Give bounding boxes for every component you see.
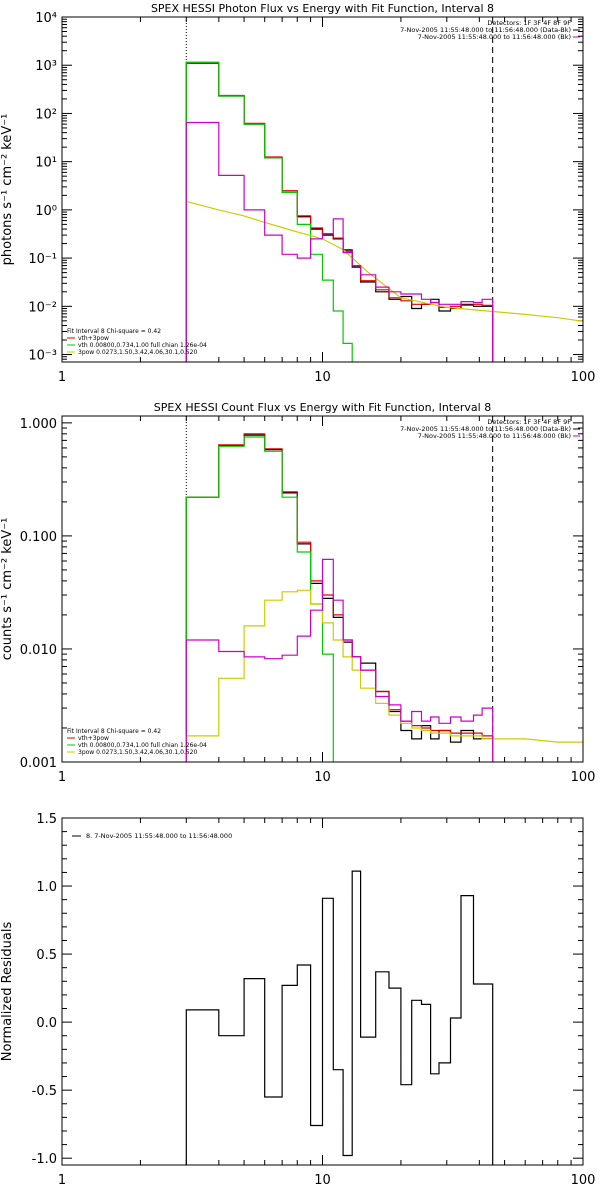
y-tick-label: 10⁻³: [28, 349, 57, 364]
data-series-line: [492, 738, 583, 743]
y-tick-label: 10⁴: [35, 11, 57, 26]
series-group: [185, 433, 583, 762]
y-tick-label: 0.100: [20, 530, 57, 545]
data-series-line: [185, 436, 334, 762]
y-axis-label: counts s⁻¹ cm⁻² keV⁻¹: [0, 518, 15, 661]
x-tick-label: 1: [58, 370, 66, 385]
legend-entry: Fit Interval 8 Chi-square = 0.42: [67, 328, 161, 335]
y-tick-label: 10²: [35, 107, 57, 122]
legend-entry: 7-Nov-2005 11:55:48.000 to 11:56:48.000 …: [400, 26, 571, 34]
legend-entry: vth 0.00800,0.734,1.00 full chian 1.26e-…: [78, 342, 207, 349]
x-tick-label: 1: [58, 1173, 66, 1188]
data-series-line: [185, 589, 494, 762]
residuals-panel: Normalized Residuals 1 10 100 -1.0 -0.5 0.0 0.5…: [0, 812, 595, 1188]
data-series-line: [185, 121, 494, 362]
y-tick-label: 10¹: [35, 156, 57, 171]
plot-frame: [61, 415, 584, 763]
data-series-line: [185, 870, 494, 1165]
data-series-line: [186, 200, 583, 322]
legend-entry: Fit Interval 8 Chi-square = 0.42: [67, 728, 161, 735]
x-tick-label: 100: [571, 1173, 596, 1188]
y-tick-label: 10³: [35, 59, 57, 74]
legend-entry: Detectors: 1F 3F 4F 8F 9F: [487, 19, 571, 27]
legend-entry: 7-Nov-2005 11:55:48.000 to 11:56:48.000 …: [418, 432, 571, 440]
legend-entry: vth+3pow: [78, 735, 109, 742]
y-tick-label: 1.0: [36, 880, 57, 895]
y-tick-label: -0.5: [32, 1084, 57, 1099]
legend-entry: vth+3pow: [78, 335, 109, 342]
plot-frame: [61, 817, 584, 1166]
photon-flux-panel: SPEX HESSI Photon Flux vs Energy with Fi…: [0, 2, 595, 385]
data-series-line: [185, 433, 494, 762]
x-tick-label: 10: [314, 770, 331, 785]
x-tick-label: 10: [314, 370, 331, 385]
legend-entry: 8. 7-Nov-2005 11:55:48.000 to 11:56:48.0…: [86, 832, 232, 840]
chart-title: SPEX HESSI Count Flux vs Energy with Fit…: [154, 401, 491, 414]
legend-entry: 3pow 0.0273,1.50,3.42,4.06,30.1,0.520: [78, 349, 197, 356]
y-tick-label: 0.001: [20, 756, 57, 771]
legend-entry: Detectors: 1F 3F 4F 8F 9F: [487, 418, 571, 426]
y-tick-label: 10⁻¹: [28, 252, 57, 267]
x-tick-label: 100: [571, 770, 596, 785]
legend-entry: 3pow 0.0273,1.50,3.42,4.06,30.1,0.520: [78, 749, 197, 756]
x-tick-label: 10: [314, 1173, 331, 1188]
x-tick-label: 1: [58, 770, 66, 785]
y-tick-label: 0.5: [36, 948, 57, 963]
plot-frame: [61, 16, 584, 363]
data-series-line: [185, 558, 494, 762]
y-tick-label: 10⁰: [35, 204, 57, 219]
y-tick-label: 0.0: [36, 1016, 57, 1031]
chart-title: SPEX HESSI Photon Flux vs Energy with Fi…: [151, 2, 494, 15]
y-tick-label: 1.5: [36, 812, 57, 827]
y-tick-label: 1.000: [20, 417, 57, 432]
legend-entry: 7-Nov-2005 11:55:48.000 to 11:56:48.000 …: [400, 425, 571, 433]
data-series-line: [185, 61, 353, 362]
series-group: [185, 870, 494, 1165]
y-tick-label: 0.010: [20, 643, 57, 658]
count-flux-panel: SPEX HESSI Count Flux vs Energy with Fit…: [0, 401, 595, 785]
series-group: [185, 61, 583, 362]
y-tick-label: 10⁻²: [28, 300, 57, 315]
legend-entry: 7-Nov-2005 11:55:48.000 to 11:56:48.000 …: [418, 33, 571, 41]
legend-entry: vth 0.00800,0.734,1.00 full chian 1.26e-…: [78, 742, 207, 749]
y-axis-label: Normalized Residuals: [0, 922, 15, 1062]
y-tick-label: -1.0: [32, 1152, 57, 1167]
y-axis-label: photons s⁻¹ cm⁻² keV⁻¹: [0, 114, 15, 266]
x-tick-label: 100: [571, 370, 596, 385]
data-series-line: [185, 61, 494, 362]
data-series-line: [185, 434, 494, 762]
